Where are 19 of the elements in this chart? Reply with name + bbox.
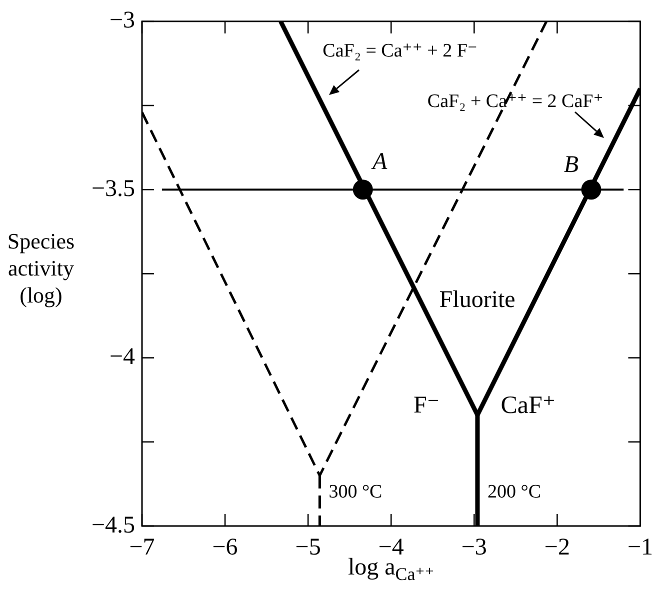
annotation: CaF⁺ <box>500 392 556 419</box>
x-tick-label: −3 <box>461 534 487 561</box>
x-tick-label: −2 <box>544 534 570 561</box>
y-axis-title: Species activity (log) <box>7 228 75 308</box>
annotation: 200 °C <box>487 481 542 502</box>
y-tick-label: −3.5 <box>91 176 135 202</box>
annotation: B <box>564 152 579 178</box>
x-tick-label: −6 <box>212 534 238 561</box>
y-tick-label: −3 <box>109 8 135 34</box>
annotation: Fluorite <box>439 287 516 314</box>
annotation: CaF₂ + Ca⁺⁺ = 2 CaF⁺ <box>427 91 604 112</box>
x-tick-label: −4 <box>378 534 404 561</box>
annotation: 300 °C <box>328 481 382 502</box>
y-tick-label: −4 <box>109 344 135 370</box>
x-tick-label: −1 <box>627 534 654 561</box>
annotation: A <box>370 148 388 175</box>
x-tick-label: −5 <box>295 534 321 561</box>
annotation: CaF₂ = Ca⁺⁺ + 2 F⁻ <box>322 40 478 62</box>
annotation: F⁻ <box>413 392 440 419</box>
